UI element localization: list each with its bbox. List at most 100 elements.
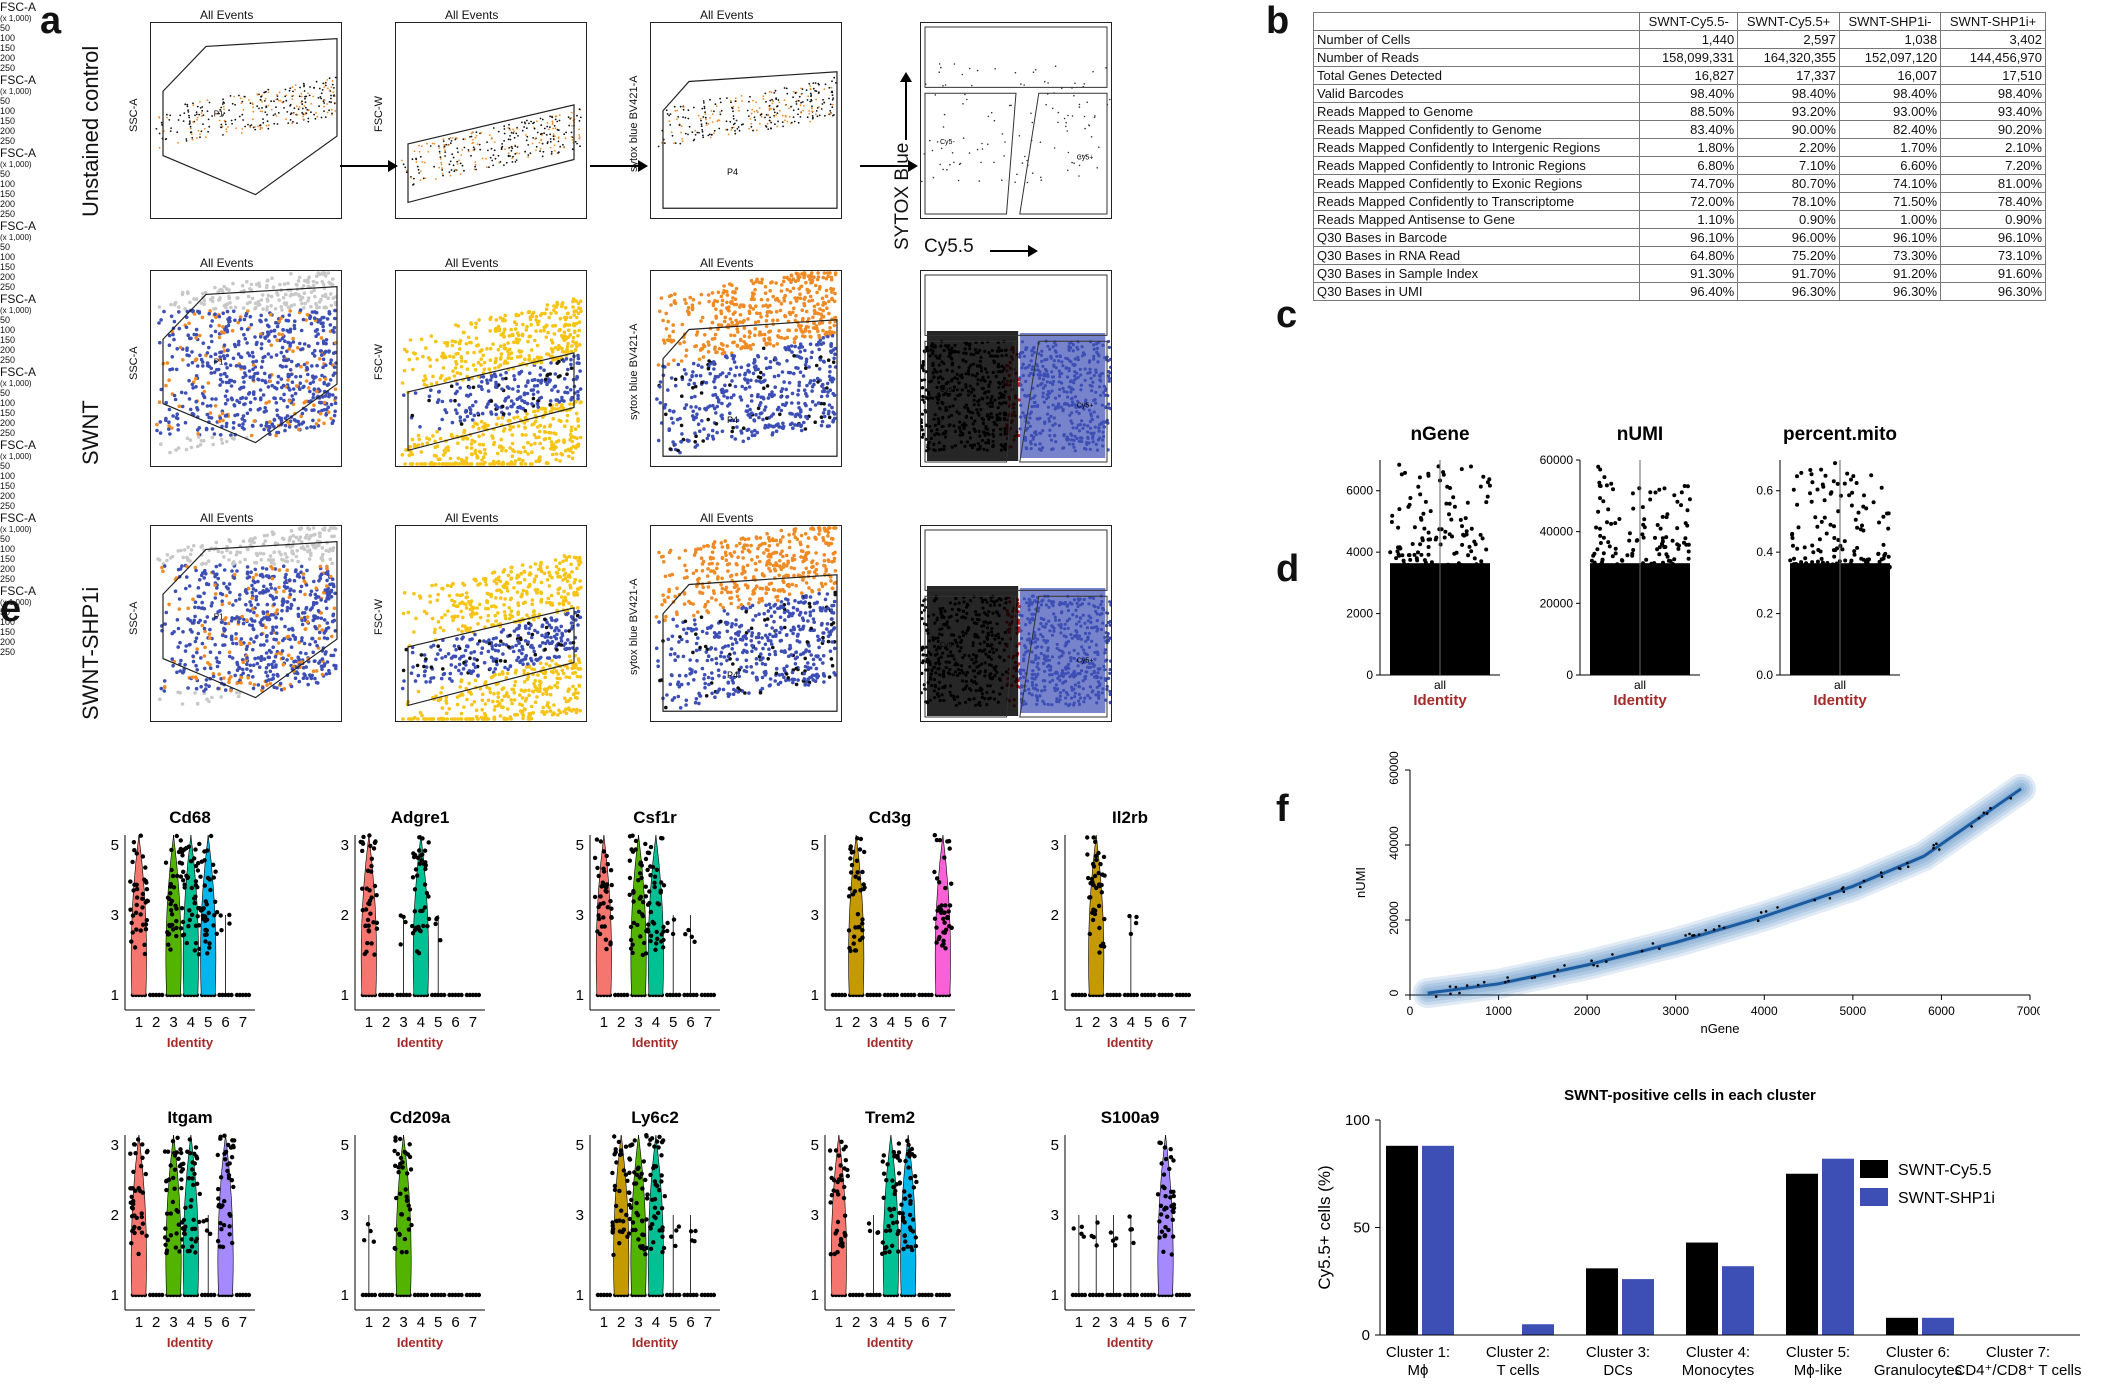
event-dot <box>729 395 734 400</box>
panel-letter-f: f <box>1276 788 1289 830</box>
event-dot <box>447 144 450 146</box>
event-dot <box>530 402 534 406</box>
event-dot <box>324 363 328 368</box>
event-dot <box>286 111 289 113</box>
event-dot <box>444 462 449 466</box>
event-dot <box>317 300 322 304</box>
event-dot <box>510 131 513 134</box>
event-dot <box>803 363 808 367</box>
event-dot <box>252 103 254 106</box>
event-dot <box>332 413 337 418</box>
event-dot <box>535 355 540 359</box>
event-dot <box>709 136 712 139</box>
event-dot <box>762 98 765 100</box>
event-dot <box>771 412 776 416</box>
event-dot <box>1107 402 1111 406</box>
event-dot <box>474 400 478 404</box>
event-dot <box>682 116 684 118</box>
event-dot <box>817 367 822 371</box>
event-dot <box>541 155 544 158</box>
event-dot <box>503 164 505 167</box>
event-dot <box>195 364 200 368</box>
event-dot <box>695 443 700 447</box>
event-dot <box>464 393 469 398</box>
event-dot <box>827 415 832 420</box>
event-dot <box>306 277 310 282</box>
event-dot <box>155 127 158 130</box>
event-dot <box>746 317 750 321</box>
event-dot <box>658 401 663 405</box>
event-dot <box>265 533 270 538</box>
event-dot <box>777 362 781 366</box>
event-dot <box>557 129 560 132</box>
event-dot <box>793 423 797 427</box>
event-dot <box>684 348 689 352</box>
x-tick: 50 <box>0 96 11 106</box>
event-dot <box>486 141 488 143</box>
event-dot <box>455 382 459 386</box>
x-tick: 200 <box>0 53 16 63</box>
event-dot <box>725 395 730 400</box>
event-dot <box>716 374 720 379</box>
event-dot <box>332 325 337 330</box>
event-dot <box>502 343 507 347</box>
event-dot <box>171 414 175 418</box>
event-dot <box>524 328 529 332</box>
event-dot <box>814 324 819 328</box>
event-dot <box>801 88 804 90</box>
event-dot <box>753 320 758 325</box>
event-dot <box>804 403 808 408</box>
event-dot <box>951 152 954 154</box>
event-dot <box>189 445 194 450</box>
event-dot <box>719 101 722 104</box>
event-dot <box>710 320 715 325</box>
x-tick: 150 <box>0 335 16 345</box>
event-dot <box>750 411 754 415</box>
event-dot <box>661 141 663 144</box>
event-dot <box>764 324 769 329</box>
event-dot <box>821 308 825 313</box>
event-dot <box>511 425 515 429</box>
event-dot <box>303 301 308 306</box>
event-dot <box>517 338 522 342</box>
event-dot <box>198 113 201 116</box>
event-dot <box>319 336 324 340</box>
event-dot <box>226 621 231 626</box>
event-dot <box>800 101 802 104</box>
event-dot <box>287 399 292 403</box>
event-dot <box>747 311 752 315</box>
event-dot <box>764 366 769 371</box>
event-dot <box>220 126 222 129</box>
event-dot <box>691 297 696 302</box>
event-dot <box>706 417 710 422</box>
event-dot <box>549 347 554 351</box>
event-dot <box>284 292 288 297</box>
event-dot <box>267 400 271 404</box>
event-dot <box>549 126 551 128</box>
event-dot <box>536 322 540 327</box>
event-dot <box>276 98 279 101</box>
event-dot <box>549 133 552 136</box>
flow-plot <box>395 270 587 467</box>
event-dot <box>736 330 740 334</box>
event-dot <box>501 317 505 321</box>
event-dot <box>706 340 710 344</box>
event-dot <box>549 115 551 118</box>
event-dot <box>326 103 328 105</box>
event-dot <box>507 386 511 390</box>
event-dot <box>679 439 683 444</box>
event-dot <box>252 390 256 394</box>
event-dot <box>470 438 474 443</box>
event-dot <box>188 438 193 442</box>
event-dot <box>732 126 735 129</box>
event-dot <box>757 403 762 408</box>
event-dot <box>808 110 810 112</box>
event-dot <box>546 330 550 335</box>
event-dot <box>831 80 833 83</box>
event-dot <box>690 303 695 307</box>
event-dot <box>518 350 522 354</box>
event-dot <box>777 329 781 333</box>
event-dot <box>221 103 224 105</box>
event-dot <box>191 138 194 141</box>
event-dot <box>828 388 833 392</box>
